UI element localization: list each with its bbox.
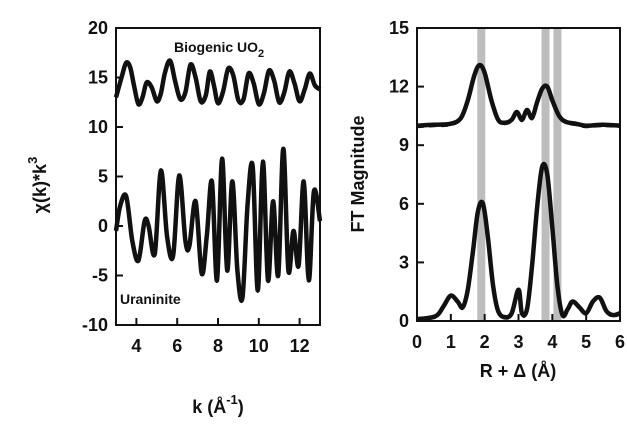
annotation-biogenic: Biogenic UO2	[174, 39, 264, 60]
y-tick-label: 20	[88, 18, 108, 38]
x-tick-label: 4	[547, 332, 557, 352]
left-x-axis-title: k (Å-1)	[192, 392, 244, 417]
y-tick-label: 9	[399, 135, 409, 155]
y-tick-label: 12	[389, 77, 409, 97]
data-line-biogenic-uo2	[113, 58, 322, 107]
right-y-axis-title: FT Magnitude	[348, 116, 368, 233]
x-tick-label: 0	[412, 332, 422, 352]
right-plot-frame	[416, 27, 621, 322]
x-tick-label: 5	[581, 332, 591, 352]
y-tick-label: -10	[82, 315, 108, 335]
annotation-uraninite: Uraninite	[120, 291, 181, 307]
data-line-uraninite	[113, 146, 323, 303]
left-y-axis-title: χ(k)*k3	[25, 157, 50, 214]
x-tick-label: 10	[249, 336, 269, 356]
y-tick-label: 10	[88, 117, 108, 137]
y-tick-label: -5	[92, 266, 108, 286]
x-tick-label: 6	[172, 336, 182, 356]
right-x-axis-title: R + Δ (Å)	[480, 361, 556, 381]
left-axis-ticks: 4 6 8 10 12 -10 -5 0 5 10 15 20	[82, 18, 310, 356]
data-line-biogenic-uo2	[416, 62, 621, 128]
y-tick-label: 0	[399, 311, 409, 331]
y-tick-label: 5	[98, 167, 108, 187]
x-tick-label: 6	[615, 332, 625, 352]
x-tick-label: 1	[446, 332, 456, 352]
data-line-uraninite	[416, 161, 621, 322]
x-tick-label: 2	[480, 332, 490, 352]
left-plot-lines	[113, 58, 323, 303]
y-tick-label: 15	[88, 68, 108, 88]
x-tick-label: 3	[513, 332, 523, 352]
x-tick-label: 12	[290, 336, 310, 356]
y-tick-label: 0	[98, 216, 108, 236]
y-tick-label: 6	[399, 194, 409, 214]
x-tick-label: 4	[131, 336, 141, 356]
y-tick-label: 3	[399, 252, 409, 272]
x-tick-label: 8	[213, 336, 223, 356]
right-plot-lines	[416, 62, 621, 322]
chi-k-panel: 4 6 8 10 12 -10 -5 0 5 10 15 20 Biogenic UO2 Uranin…	[25, 18, 323, 417]
y-tick-label: 15	[389, 18, 409, 38]
